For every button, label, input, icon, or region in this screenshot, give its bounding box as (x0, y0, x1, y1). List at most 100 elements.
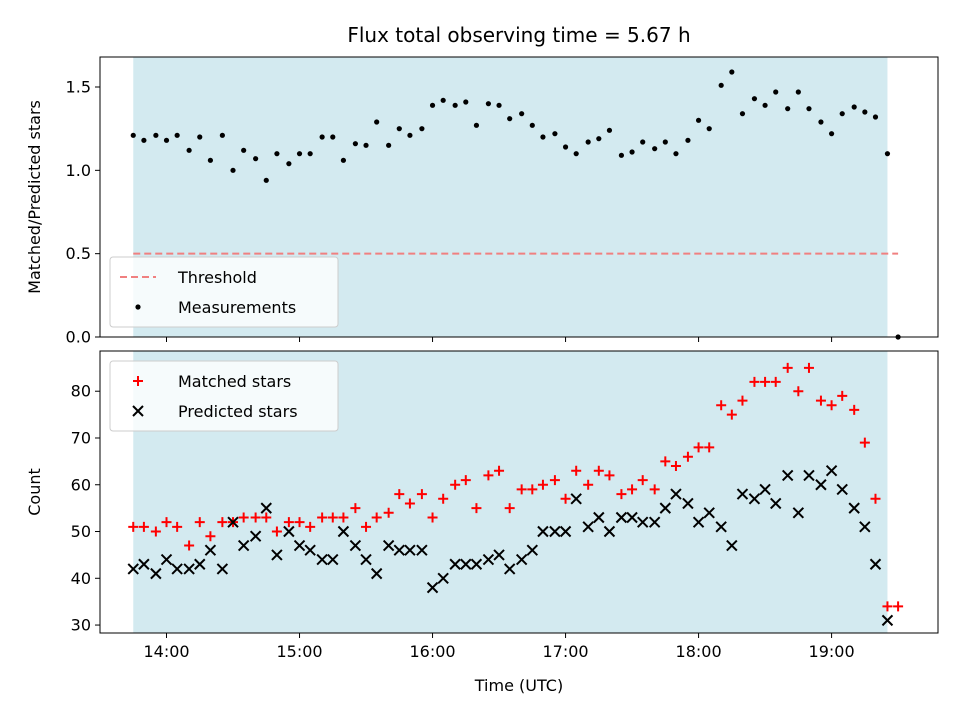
ratio-point (296, 151, 303, 157)
ratio-point (519, 111, 525, 117)
count-point (360, 553, 372, 566)
count-point (537, 525, 549, 538)
count-point (670, 461, 681, 472)
count-point (304, 544, 316, 556)
count-point (693, 442, 704, 453)
count-point (527, 484, 538, 495)
ratio-point (540, 134, 546, 140)
count-point (337, 525, 350, 538)
ratio-y-tick-label: 0.5 (66, 244, 91, 263)
count-y-tick-label: 70 (71, 428, 91, 447)
count-point (670, 488, 682, 500)
count-point (559, 525, 572, 538)
count-point (494, 465, 505, 476)
count-point (161, 517, 172, 528)
count-point (283, 517, 294, 528)
count-point (859, 521, 871, 533)
count-point (383, 507, 394, 518)
count-point (293, 539, 306, 552)
ratio-point (429, 102, 436, 108)
ratio-point (507, 116, 513, 122)
count-x-tick-label: 15:00 (276, 642, 322, 661)
ratio-point (141, 137, 147, 143)
count-point (826, 400, 837, 411)
ratio-point (274, 151, 280, 157)
count-point (715, 521, 727, 533)
count-point (516, 484, 527, 495)
count-axes-frame (99, 350, 939, 634)
ratio-point (773, 89, 779, 95)
count-point (549, 525, 561, 538)
count-point (370, 567, 383, 580)
count-point (603, 525, 616, 538)
ratio-point (618, 152, 625, 158)
count-point (317, 512, 328, 523)
count-point (205, 531, 216, 542)
ratio-legend-box (109, 256, 339, 328)
count-point (526, 544, 539, 556)
count-point (627, 484, 638, 495)
ratio-point (529, 122, 535, 128)
count-point (648, 516, 661, 528)
count-point (604, 470, 615, 481)
count-point (504, 503, 515, 514)
count-point (216, 563, 229, 575)
count-point (659, 502, 672, 514)
ratio-point (884, 151, 891, 157)
count-point (549, 475, 560, 486)
count-point (748, 493, 761, 505)
count-point (682, 497, 694, 510)
count-point (394, 489, 405, 500)
count-point (450, 479, 461, 490)
count-point (537, 479, 548, 490)
count-point (184, 540, 195, 551)
ratio-point (174, 132, 180, 138)
count-point (194, 517, 205, 528)
count-point (338, 512, 349, 523)
ratio-point (452, 102, 458, 108)
count-point (327, 553, 339, 566)
count-point (583, 479, 594, 490)
ratio-point (207, 157, 214, 163)
count-point (382, 539, 395, 552)
ratio-point (806, 106, 812, 112)
count-point (426, 581, 439, 594)
count-point (361, 521, 372, 532)
ratio-point (718, 82, 724, 88)
ratio-legend-label: Measurements (178, 298, 296, 317)
count-y-tick-label: 40 (71, 569, 91, 588)
ratio-y-axis-label: Matched/Predicted stars (25, 100, 44, 294)
count-legend-label: Matched stars (178, 372, 291, 391)
ratio-series-measurements (130, 69, 901, 340)
count-point (294, 517, 305, 528)
count-point (869, 558, 882, 570)
ratio-point (872, 114, 879, 120)
count-point (593, 511, 605, 524)
count-point (138, 521, 149, 532)
count-x-tick-label: 16:00 (409, 642, 455, 661)
ratio-point (662, 139, 668, 145)
count-point (271, 526, 282, 537)
ratio-point (785, 106, 791, 112)
count-point (171, 563, 183, 575)
count-point (636, 516, 649, 528)
count-point (870, 493, 881, 504)
chart-title: Flux total observing time = 5.67 h (347, 23, 690, 47)
count-point (616, 489, 627, 500)
count-point (571, 465, 582, 476)
count-point (172, 521, 183, 532)
count-point (849, 404, 860, 415)
ratio-point (562, 144, 569, 150)
count-point (483, 470, 494, 481)
ratio-point (851, 104, 857, 110)
count-point (736, 488, 749, 500)
count-point (261, 512, 272, 523)
count-point (438, 493, 449, 504)
count-legend: Matched stars Predicted stars (109, 360, 339, 432)
count-point (371, 512, 382, 523)
ratio-point (818, 119, 824, 125)
count-point (427, 512, 438, 523)
count-point (692, 516, 705, 528)
count-point (283, 525, 295, 538)
